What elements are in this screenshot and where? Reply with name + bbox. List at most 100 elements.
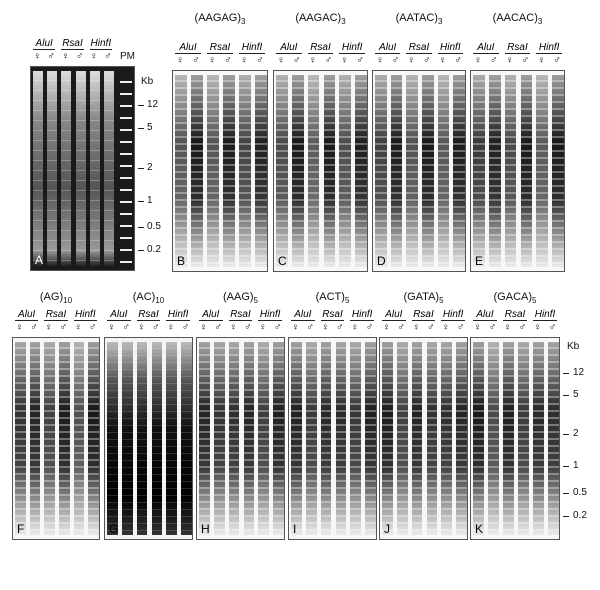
gel-lane bbox=[191, 75, 203, 267]
sex-symbol: ♀ bbox=[382, 322, 391, 333]
gel-lane bbox=[453, 75, 465, 267]
gel-lane bbox=[350, 342, 362, 535]
sex-symbol: ♀ bbox=[277, 55, 285, 66]
sex-symbol: ♂ bbox=[488, 322, 497, 333]
sex-symbol: ♂ bbox=[75, 51, 84, 62]
enzyme-label: AluI bbox=[473, 309, 497, 321]
scale-tick bbox=[563, 466, 569, 467]
scale-tick-label: 12 bbox=[573, 367, 585, 378]
gel-lane bbox=[276, 75, 288, 267]
enzyme-label: AluI bbox=[276, 42, 302, 54]
sex-symbol: ♂ bbox=[306, 322, 314, 333]
motif: (AAG) bbox=[222, 291, 254, 303]
sex-symbol: ♂ bbox=[214, 322, 222, 333]
gel-lane bbox=[536, 75, 549, 267]
gel-lane bbox=[307, 75, 320, 267]
repeat: 5 bbox=[344, 296, 350, 306]
sex-symbol: ♂ bbox=[521, 55, 530, 66]
motif: (AATAC) bbox=[395, 12, 438, 24]
panel-title: (GATA)5 bbox=[379, 291, 468, 305]
sex-symbol: ♀ bbox=[137, 322, 145, 333]
scale-tick-label: 0.2 bbox=[147, 244, 161, 255]
gel-lane bbox=[323, 75, 336, 267]
panel-title: (AACAC)3 bbox=[470, 12, 565, 26]
gel-lane bbox=[375, 75, 387, 267]
panel-label: K bbox=[475, 522, 484, 536]
sex-symbol: ♂ bbox=[324, 55, 333, 66]
sex-symbol: ♂ bbox=[423, 55, 431, 66]
gel-lane bbox=[390, 75, 403, 267]
scale-tick bbox=[138, 128, 144, 129]
scale-tick bbox=[563, 373, 569, 374]
sex-symbol: ♀ bbox=[407, 55, 415, 66]
enzyme-label: HinfI bbox=[437, 42, 463, 54]
motif: (AG) bbox=[39, 291, 64, 303]
enzyme-label: RsaI bbox=[228, 309, 253, 321]
gel-lane bbox=[107, 342, 118, 535]
enzyme-label: HinfI bbox=[339, 42, 365, 54]
gel-lane bbox=[504, 75, 517, 267]
sex-symbol: ♂ bbox=[256, 55, 264, 66]
sex-symbol: ♀ bbox=[376, 55, 384, 66]
sex-symbol: ♂ bbox=[397, 322, 405, 333]
enzyme-label: RsaI bbox=[307, 42, 334, 54]
enzyme-label: HinfI bbox=[239, 42, 265, 54]
sex-symbol: ♀ bbox=[15, 322, 24, 333]
gel-image bbox=[172, 70, 268, 272]
gel-image bbox=[288, 337, 377, 540]
sex-symbol: ♀ bbox=[350, 322, 359, 333]
gel-lane bbox=[207, 75, 219, 267]
enzyme-label: AluI bbox=[473, 42, 499, 54]
gel-lane bbox=[223, 75, 235, 267]
sex-symbol: ♀ bbox=[321, 322, 329, 333]
enzyme-label: HinfI bbox=[350, 309, 374, 321]
gel-lane bbox=[335, 342, 347, 535]
panel-label: J bbox=[384, 522, 390, 536]
panel-label: F bbox=[17, 522, 25, 536]
scale-tick-label: 0.5 bbox=[573, 487, 587, 498]
sex-symbol: ♀ bbox=[308, 55, 317, 66]
gel-lane bbox=[33, 71, 44, 266]
gel-lane bbox=[88, 342, 99, 535]
enzyme-label: AluI bbox=[375, 42, 401, 54]
sex-symbol: ♂ bbox=[122, 322, 130, 333]
gel-lane bbox=[355, 75, 367, 267]
panel-title: (AG)10 bbox=[12, 291, 100, 305]
gel-lane bbox=[396, 342, 408, 535]
gel-lane bbox=[273, 342, 284, 535]
scale-unit: Kb bbox=[567, 341, 580, 352]
scale-tick bbox=[563, 434, 569, 435]
sex-symbol: ♂ bbox=[292, 55, 301, 66]
scale-tick-label: 2 bbox=[147, 162, 153, 173]
sex-symbol: ♂ bbox=[391, 55, 400, 66]
gel-lane bbox=[29, 342, 41, 535]
gel-lane bbox=[103, 71, 114, 266]
motif: (GATA) bbox=[403, 291, 440, 303]
enzyme-label: HinfI bbox=[89, 38, 112, 50]
scale-tick-label: 0.5 bbox=[147, 221, 161, 232]
gel-lane bbox=[437, 75, 450, 267]
repeat: 3 bbox=[341, 17, 346, 27]
enzyme-label: HinfI bbox=[258, 309, 282, 321]
sex-symbol: ♀ bbox=[240, 55, 248, 66]
sex-symbol: ♀ bbox=[107, 322, 116, 333]
gel-lane bbox=[520, 75, 533, 267]
enzyme-label: HinfI bbox=[533, 309, 557, 321]
gel-image bbox=[372, 70, 466, 272]
panel-title: (AAG)5 bbox=[196, 291, 285, 305]
sex-symbol: ♀ bbox=[199, 322, 208, 333]
gel-lane bbox=[456, 342, 467, 535]
gel-lane bbox=[121, 342, 133, 535]
sex-symbol: ♂ bbox=[273, 322, 282, 333]
sex-symbol: ♀ bbox=[89, 51, 98, 62]
sex-symbol: ♀ bbox=[229, 322, 237, 333]
gel-lane bbox=[422, 75, 434, 267]
sex-symbol: ♂ bbox=[456, 322, 465, 333]
gel-lane bbox=[365, 342, 376, 535]
gel-lane bbox=[488, 75, 501, 267]
sex-symbol: ♀ bbox=[537, 55, 545, 66]
gel-lane bbox=[44, 342, 55, 535]
enzyme-label: AluI bbox=[15, 309, 39, 321]
repeat: 10 bbox=[155, 296, 165, 306]
gel-lane bbox=[533, 342, 544, 535]
